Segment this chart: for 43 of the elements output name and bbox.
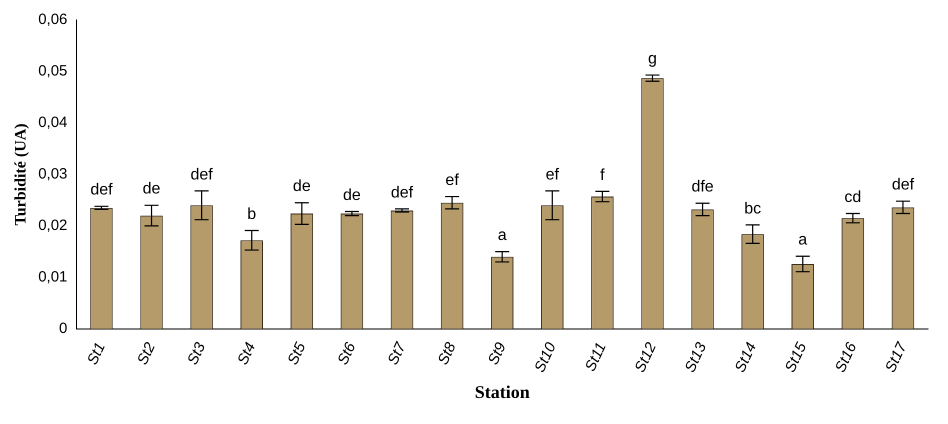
x-tick-label: St2 [134, 339, 160, 368]
annotation: g [648, 50, 657, 68]
y-tick-label: 0,05 [38, 62, 68, 80]
annotation: de [343, 186, 361, 204]
x-tick-label: St17 [882, 339, 911, 376]
x-tick-label: St15 [782, 339, 810, 376]
x-tick-label: St16 [832, 339, 861, 376]
annotation: def [390, 184, 414, 202]
annotation: de [142, 180, 161, 198]
x-tick-label: St10 [531, 339, 560, 376]
x-tick-label: St1 [84, 340, 109, 368]
y-tick-label: 0 [59, 320, 68, 337]
y-axis-title: Turbidité (UA) [12, 123, 30, 226]
x-tick-label: St7 [384, 339, 410, 368]
x-tick-label: St3 [184, 339, 210, 368]
x-tick-label: St9 [484, 339, 510, 368]
x-tick-label: St4 [234, 340, 260, 368]
annotation: def [90, 182, 114, 199]
x-axis-title: Station [474, 382, 530, 402]
x-tick-label: St6 [334, 339, 360, 368]
x-tick-label: St14 [732, 340, 760, 376]
annotation: a [498, 227, 507, 244]
x-tick-label: St12 [631, 339, 660, 376]
annotation: def [190, 166, 214, 184]
annotation: ef [445, 172, 460, 189]
annotation: ef [546, 166, 560, 184]
x-tick-label: St8 [434, 339, 460, 368]
y-tick-label: 0,02 [38, 217, 68, 234]
y-tick-label: 0,03 [38, 166, 68, 183]
x-tick-label: St5 [284, 339, 310, 368]
y-tick-label: 0,04 [38, 114, 68, 132]
annotation: f [600, 166, 606, 184]
y-tick-label: 0,06 [38, 11, 68, 28]
y-tick-label: 0,01 [38, 268, 68, 286]
annotation: def [892, 176, 915, 194]
annotation: b [247, 206, 256, 223]
x-tick-label: St11 [582, 340, 610, 374]
annotation: de [292, 178, 311, 196]
annotation: bc [744, 200, 762, 218]
annotation: a [798, 232, 808, 249]
annotation: cd [844, 188, 862, 206]
annotation: dfe [691, 178, 714, 196]
x-tick-label: St13 [682, 339, 710, 376]
